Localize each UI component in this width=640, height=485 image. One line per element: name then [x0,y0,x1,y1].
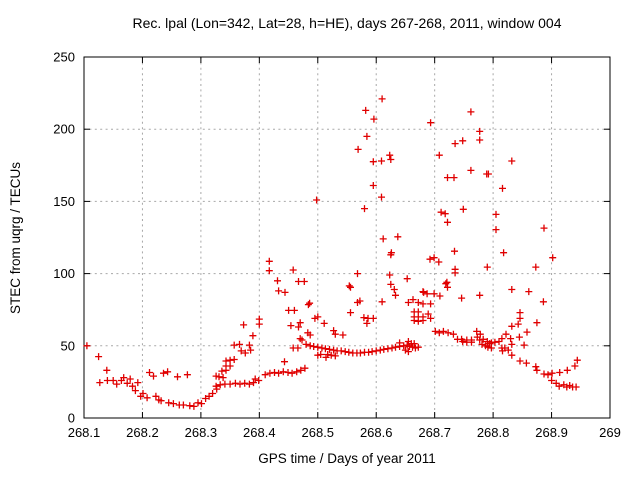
y-tick-label: 100 [53,266,75,281]
y-tick-label: 200 [53,122,75,137]
axes-layer: 268.1 268.2 268.3 268.4 268.5 268.6 268.7 268.8… [53,50,621,441]
data-points-layer [83,95,581,410]
y-tick-label: 150 [53,194,75,209]
grid-layer [84,57,610,418]
x-tick-label: 268.5 [302,425,335,440]
x-tick-label: 268.7 [418,425,451,440]
y-tick-label: 50 [61,338,75,353]
scatter-points [83,95,581,410]
x-tick-label: 268.4 [243,425,276,440]
y-tick-label: 0 [68,411,75,426]
x-tick-label: 268.8 [477,425,510,440]
x-tick-label: 268.6 [360,425,393,440]
plot-border [83,56,611,419]
y-axis-title: STEC from uqrg / TECUs [8,162,23,314]
x-tick-label: 268.9 [535,425,568,440]
x-tick-label: 269 [599,425,621,440]
x-axis-title: GPS time / Days of year 2011 [258,451,436,466]
x-tick-label: 268.1 [68,425,101,440]
y-tick-label: 250 [53,50,75,65]
chart-title: Rec. lpal (Lon=342, Lat=28, h=HE), days … [133,15,562,31]
x-tick-label: 268.2 [126,425,159,440]
x-tick-label: 268.3 [185,425,218,440]
